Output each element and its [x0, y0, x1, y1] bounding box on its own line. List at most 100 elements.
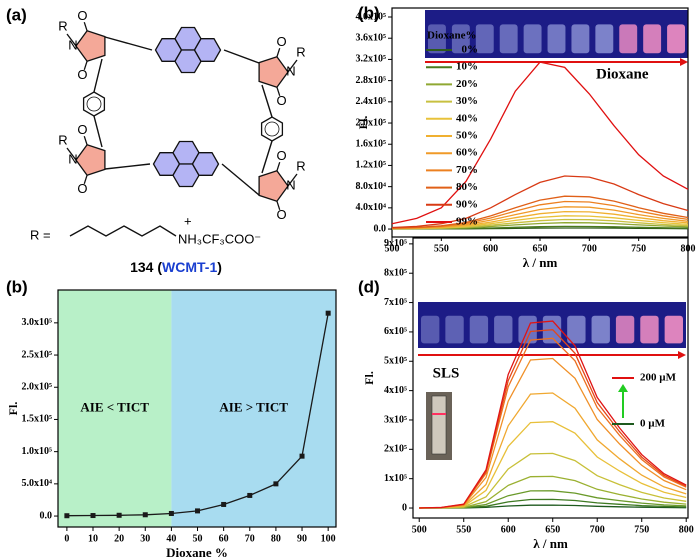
x-tick-label: 100	[321, 533, 336, 544]
legend-label: 0 µM	[640, 418, 666, 430]
pyrene-ring	[191, 152, 220, 176]
atom-label: O	[277, 148, 287, 163]
series-line	[419, 392, 687, 509]
y-tick-label: 3x10⁵	[384, 414, 407, 425]
series-line	[391, 195, 689, 229]
y-tick-label: 5.0x10⁴	[22, 478, 53, 489]
x-tick-label: 750	[631, 243, 646, 254]
bond	[66, 33, 77, 47]
x-axis-label: λ / nm	[533, 536, 568, 551]
caption-part: WCMT-1	[162, 259, 217, 275]
point	[168, 510, 174, 516]
x-tick-label: 0	[64, 533, 69, 544]
arrow-head	[678, 351, 686, 359]
y-tick-label: 3.2x10⁵	[356, 54, 387, 65]
vial	[523, 24, 542, 54]
x-tick-label: 550	[434, 243, 449, 254]
point	[116, 512, 122, 518]
caption: 134 (WCMT-1)	[130, 259, 222, 275]
bond	[276, 162, 281, 171]
y-tick-label: 3.6x10⁵	[356, 33, 387, 44]
legend-arrow-head	[618, 384, 628, 392]
atom-label: O	[277, 34, 287, 49]
y-tick-label: 2.5x10⁵	[22, 349, 53, 360]
legend-label: 90%	[456, 198, 478, 210]
atom-label: O	[277, 93, 287, 108]
bond	[261, 140, 273, 174]
panel-label: (b)	[6, 277, 28, 296]
y-tick-label: 0.0	[40, 510, 53, 521]
vial	[664, 315, 683, 344]
vial	[445, 315, 464, 344]
y-tick-label: 6x10⁵	[384, 326, 407, 337]
x-tick-label: 650	[545, 524, 560, 535]
phenyl-aromatic	[264, 121, 280, 137]
phenyl-ring	[82, 91, 106, 117]
bond	[104, 36, 153, 51]
y-tick-label: 1.5x10⁵	[22, 414, 53, 425]
bond	[223, 49, 260, 64]
y-axis-label: Fl.	[362, 371, 376, 385]
x-tick-label: 700	[590, 524, 605, 535]
point	[299, 453, 305, 459]
phenyl-ring	[260, 116, 284, 142]
y-tick-label: 2.8x10⁵	[356, 75, 387, 86]
bond	[83, 61, 88, 70]
bond	[66, 147, 77, 161]
panel-label: (b)	[358, 3, 380, 22]
atom-label: N	[286, 63, 295, 78]
y-tick-label: 4.0x10⁵	[356, 11, 387, 22]
y-tick-label: 5x10⁵	[384, 356, 407, 367]
maleimide-ring	[75, 30, 106, 62]
series-line	[391, 61, 689, 225]
legend-label: 60%	[456, 147, 478, 159]
series-line	[419, 320, 687, 509]
series-line	[419, 421, 687, 509]
region-label: AIE < TICT	[80, 399, 149, 414]
panel-label: (a)	[6, 5, 27, 24]
x-tick-label: 600	[483, 243, 498, 254]
vial	[595, 24, 614, 54]
x-tick-label: 70	[245, 533, 255, 544]
y-tick-label: 8.0x10⁴	[356, 181, 387, 192]
vial	[667, 24, 685, 54]
legend-label: 10%	[456, 61, 478, 73]
atom-label: N	[68, 151, 77, 166]
point	[195, 508, 201, 514]
y-tick-label: 1.2x10⁵	[356, 160, 387, 171]
point	[90, 513, 96, 519]
legend-label: 70%	[456, 164, 478, 176]
atom-label: O	[77, 8, 87, 23]
region	[58, 290, 172, 527]
maleimide-ring	[258, 56, 289, 88]
phenyl-aromatic	[86, 96, 102, 112]
y-axis-label: Fl.	[6, 402, 20, 416]
atom-label: O	[77, 181, 87, 196]
bond	[221, 163, 260, 196]
point	[247, 492, 253, 498]
vial	[571, 24, 590, 54]
point	[64, 513, 70, 519]
bond	[83, 175, 88, 184]
point	[221, 501, 227, 507]
vial	[469, 315, 489, 344]
r-charge: +	[184, 213, 192, 228]
x-tick-label: 600	[501, 524, 516, 535]
alkyl-chain	[69, 225, 177, 237]
legend-label: 20%	[456, 78, 478, 90]
y-tick-label: 4.0x10⁴	[356, 202, 387, 213]
x-tick-label: 90	[297, 533, 307, 544]
x-tick-label: 40	[166, 533, 176, 544]
x-tick-label: 750	[634, 524, 649, 535]
vial	[591, 315, 610, 344]
legend-label: 0%	[462, 44, 479, 56]
legend-label: 40%	[456, 112, 478, 124]
x-tick-label: 700	[582, 243, 597, 254]
y-tick-label: 3.0x10⁵	[22, 317, 53, 328]
x-tick-label: 30	[140, 533, 150, 544]
y-tick-label: 1x10⁵	[384, 473, 407, 484]
vial	[619, 24, 638, 54]
legend-label: 200 µM	[640, 372, 677, 384]
caption-part: )	[217, 259, 222, 275]
maleimide-ring	[75, 144, 106, 176]
